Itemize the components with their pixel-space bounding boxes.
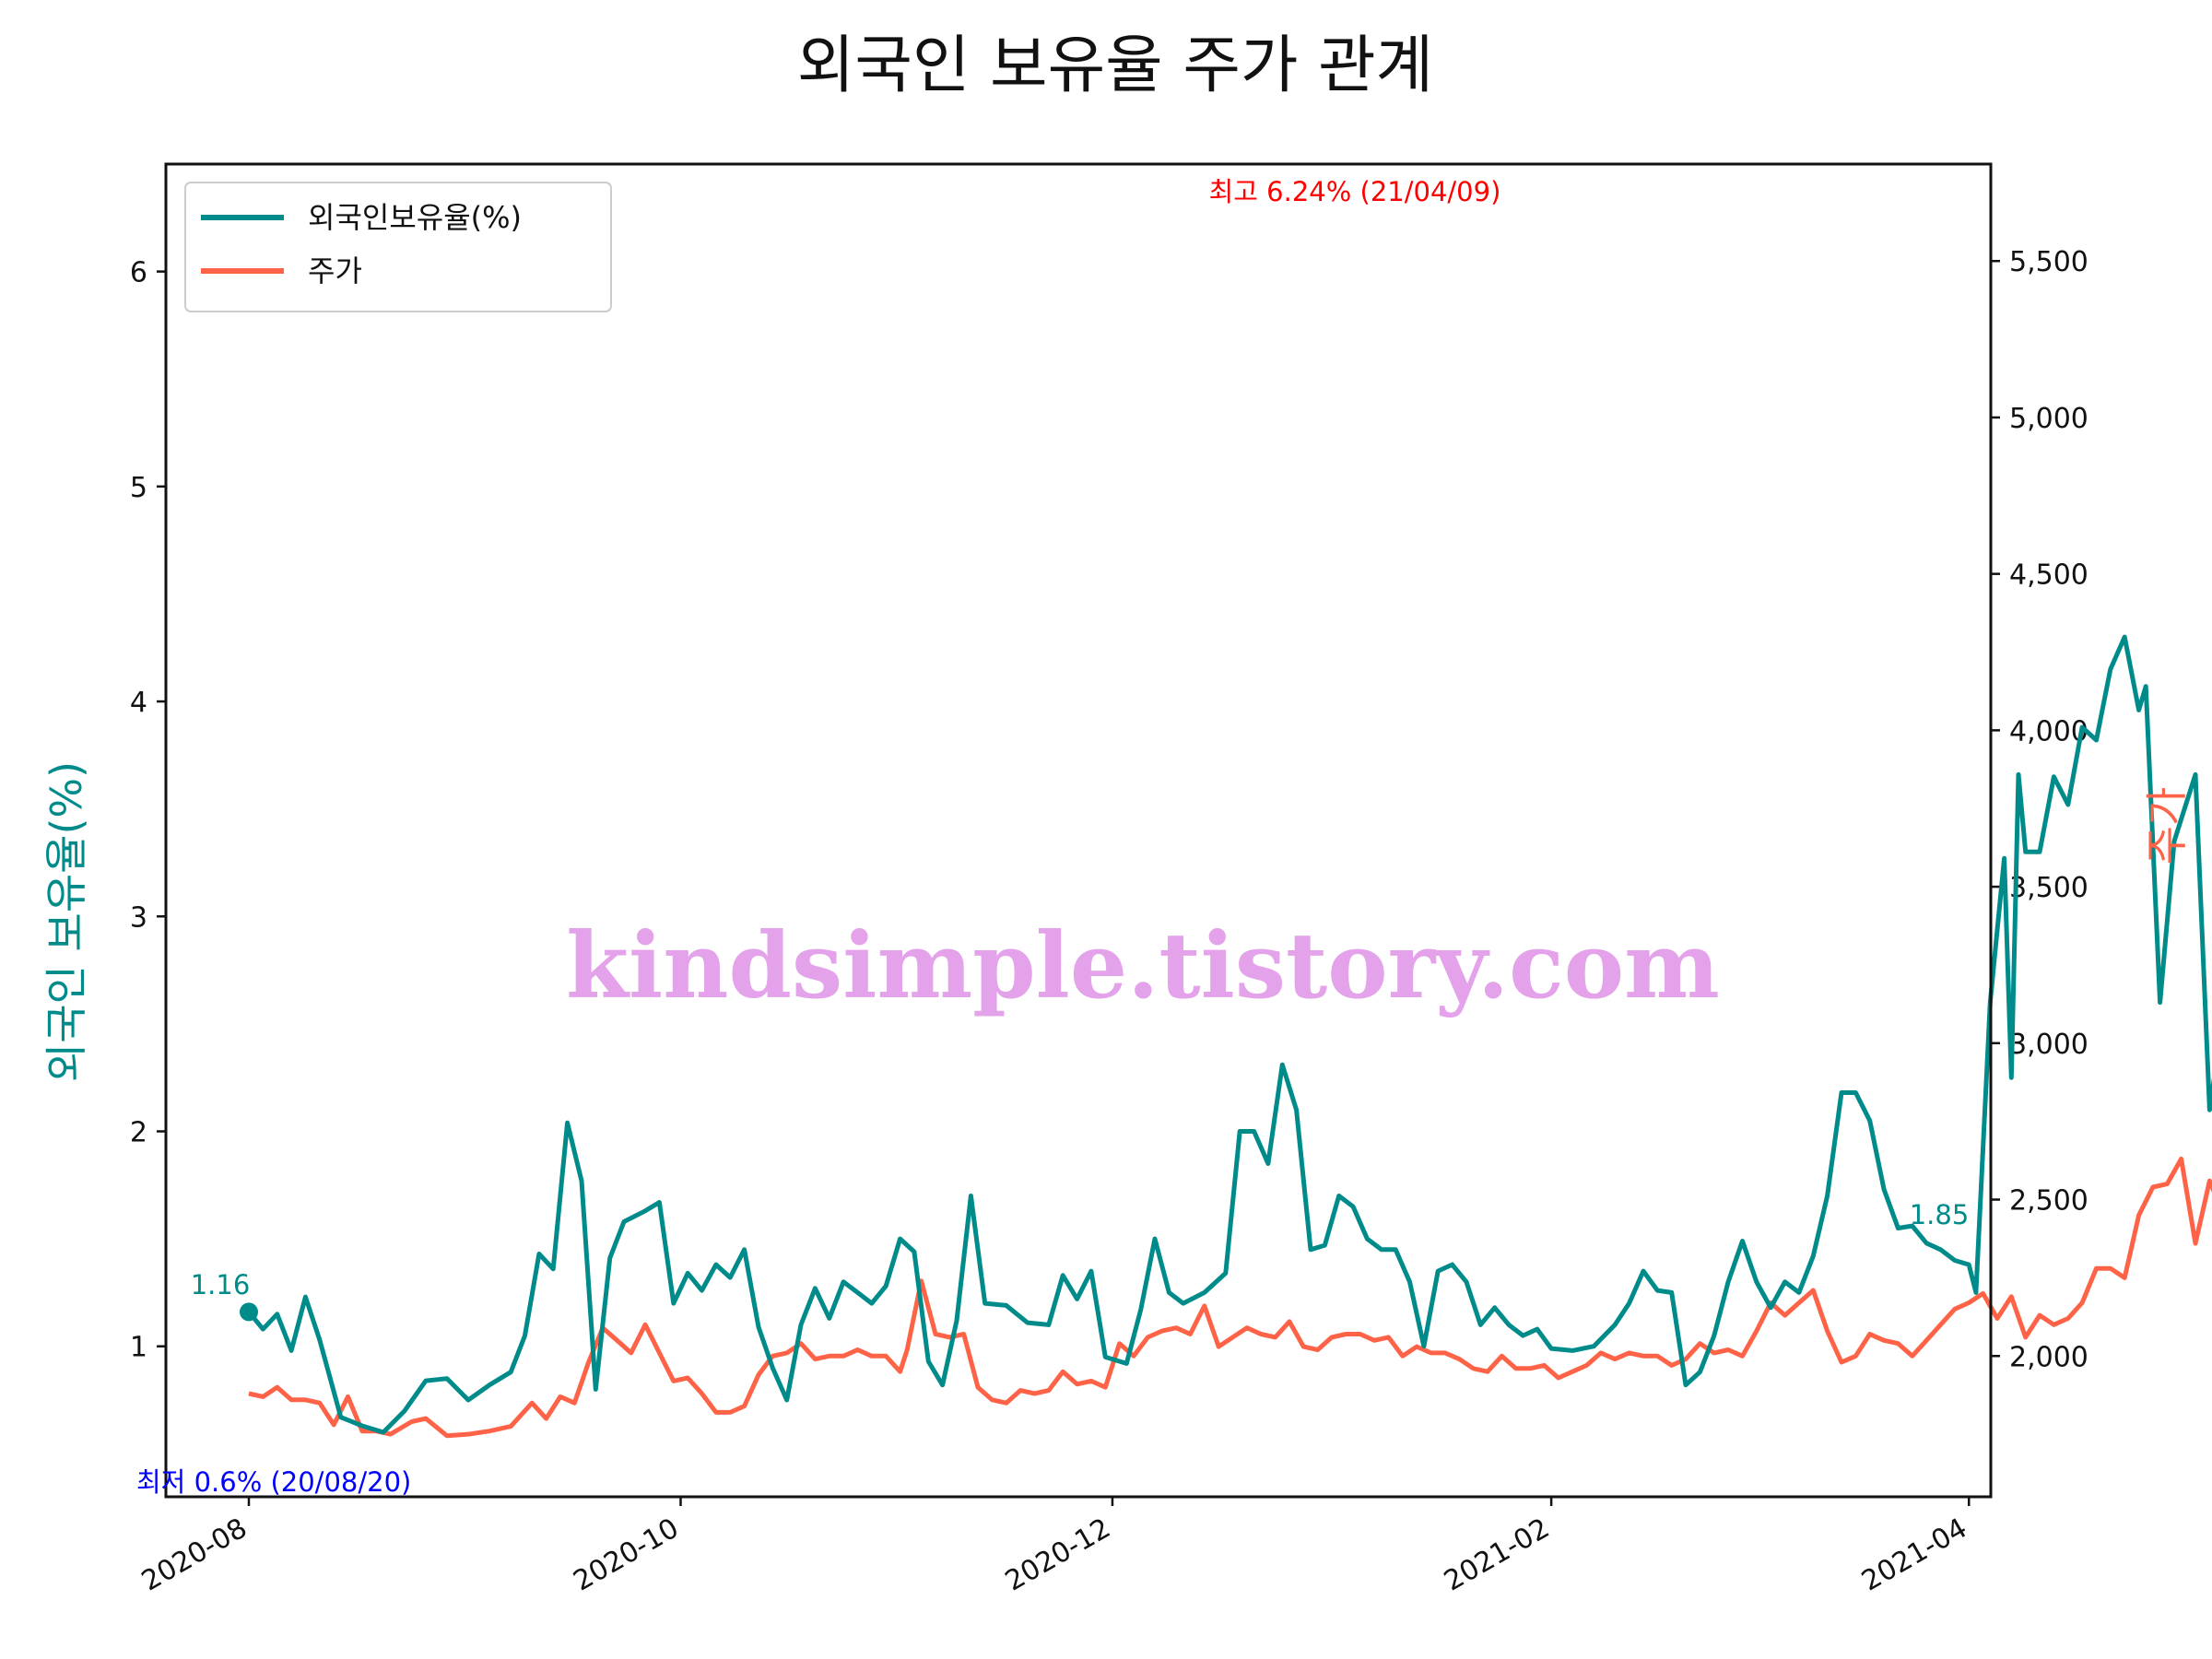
right-tick-label: 5,000 bbox=[2009, 403, 2088, 435]
series-line-stock-price bbox=[248, 1156, 2212, 1439]
left-tick-label: 2 bbox=[130, 1117, 147, 1149]
y-axis-label-right: 주가 bbox=[2142, 787, 2192, 865]
right-tick-label: 4,000 bbox=[2009, 715, 2088, 747]
left-tick-label: 6 bbox=[130, 257, 147, 289]
left-tick-label: 3 bbox=[130, 901, 147, 934]
right-tick-label: 3,000 bbox=[2009, 1029, 2088, 1061]
x-axis-ticks: 2020-082020-102020-122021-022021-042021-… bbox=[136, 1497, 1972, 1598]
right-tick-label: 5,500 bbox=[2009, 246, 2088, 278]
right-tick-label: 4,500 bbox=[2009, 559, 2088, 592]
first-point-marker bbox=[240, 1302, 258, 1322]
y-axis-label-left: 외국인 보유율(%) bbox=[41, 761, 91, 1082]
left-axis-ticks: 1 2 3 4 5 6 bbox=[130, 257, 166, 1364]
x-tick-label: 2020-10 bbox=[568, 1512, 684, 1598]
x-tick-label: 2021-04 bbox=[1856, 1512, 1972, 1598]
x-tick-label: 2020-08 bbox=[136, 1512, 253, 1598]
last-value-label: 1.85 bbox=[1910, 1199, 1970, 1230]
legend-label-foreign: 외국인보유율(%) bbox=[308, 200, 522, 235]
plot-area bbox=[166, 164, 1991, 1497]
watermark: kindsimple.tistory.com bbox=[566, 913, 1720, 1019]
right-tick-label: 2,000 bbox=[2009, 1341, 2088, 1373]
max-annotation: 최고 6.24% (21/04/09) bbox=[1209, 176, 1501, 207]
chart-title: 외국인 보유율 주가 관계 bbox=[797, 29, 1433, 102]
plot-frame bbox=[164, 162, 1993, 1499]
first-value-label: 1.16 bbox=[191, 1269, 251, 1300]
right-tick-label: 3,500 bbox=[2009, 872, 2088, 904]
right-axis-ticks: 2,000 2,500 3,000 3,500 4,000 4,500 5,000 5,500 bbox=[1991, 246, 2088, 1373]
right-tick-label: 2,500 bbox=[2009, 1185, 2088, 1218]
legend-label-price: 주가 bbox=[308, 253, 362, 288]
min-annotation: 최저 0.6% (20/08/20) bbox=[136, 1466, 411, 1498]
left-tick-label: 5 bbox=[130, 472, 147, 504]
left-tick-label: 4 bbox=[130, 687, 147, 719]
x-tick-label: 2021-02 bbox=[1439, 1512, 1555, 1598]
legend-box bbox=[184, 182, 612, 312]
x-tick-label: 2020-12 bbox=[1000, 1512, 1116, 1598]
left-tick-label: 1 bbox=[130, 1332, 147, 1364]
legend: 외국인보유율(%) 주가 bbox=[184, 182, 612, 312]
